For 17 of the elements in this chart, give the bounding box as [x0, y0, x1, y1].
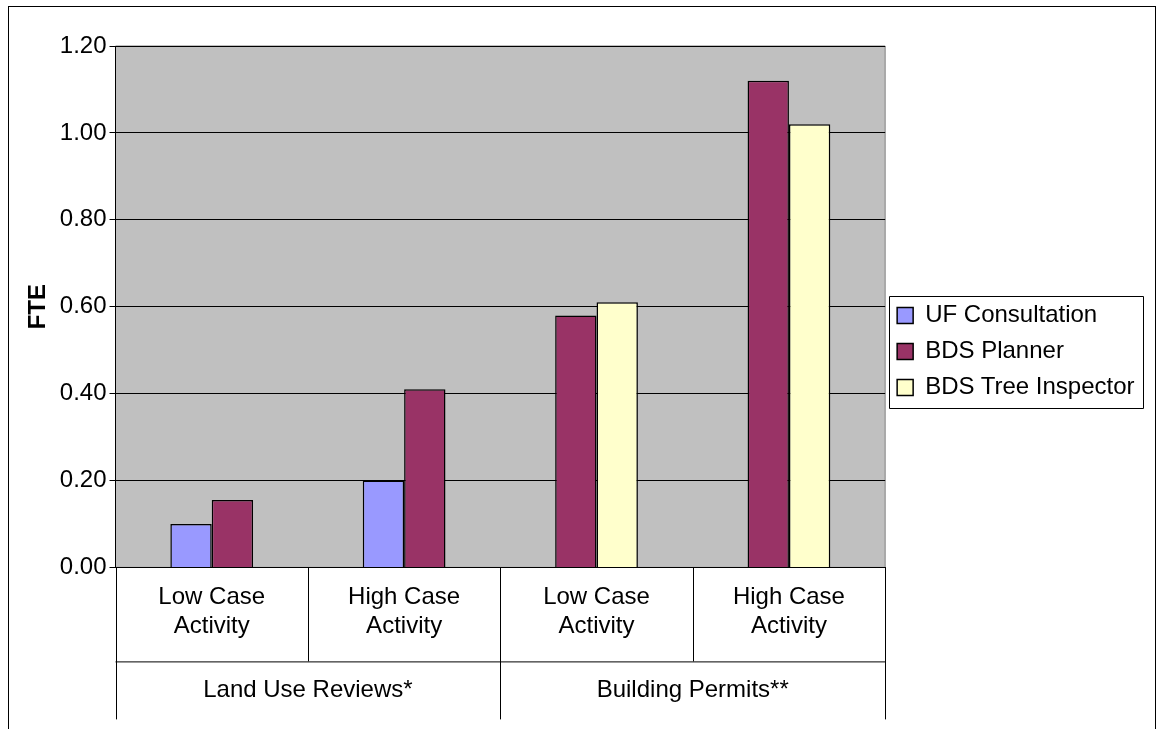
y-tick-label: 0.80 — [59, 204, 107, 232]
legend-label: UF Consultation — [925, 300, 1098, 328]
legend-label: BDS Tree Inspector — [925, 372, 1135, 400]
x-tick-label: Low Case Activity — [543, 582, 650, 639]
y-tick-label: 0.00 — [59, 552, 107, 580]
x-tick-label: High Case Activity — [348, 582, 461, 639]
y-axis-title: FTE — [23, 284, 51, 330]
y-tick-label: 0.60 — [59, 291, 107, 319]
y-tick-label: 0.20 — [59, 465, 107, 493]
y-tick-label: 1.00 — [59, 117, 107, 145]
x-tick-label: Low Case Activity — [158, 582, 266, 639]
text: Building Permits** — [596, 675, 789, 703]
y-tick-label: 1.20 — [59, 30, 107, 58]
legend-label: BDS Planner — [925, 336, 1064, 364]
y-tick-label: 0.40 — [59, 378, 107, 406]
text: Land Use Reviews* — [203, 675, 413, 703]
x-tick-label: High Case Activity — [732, 582, 845, 639]
